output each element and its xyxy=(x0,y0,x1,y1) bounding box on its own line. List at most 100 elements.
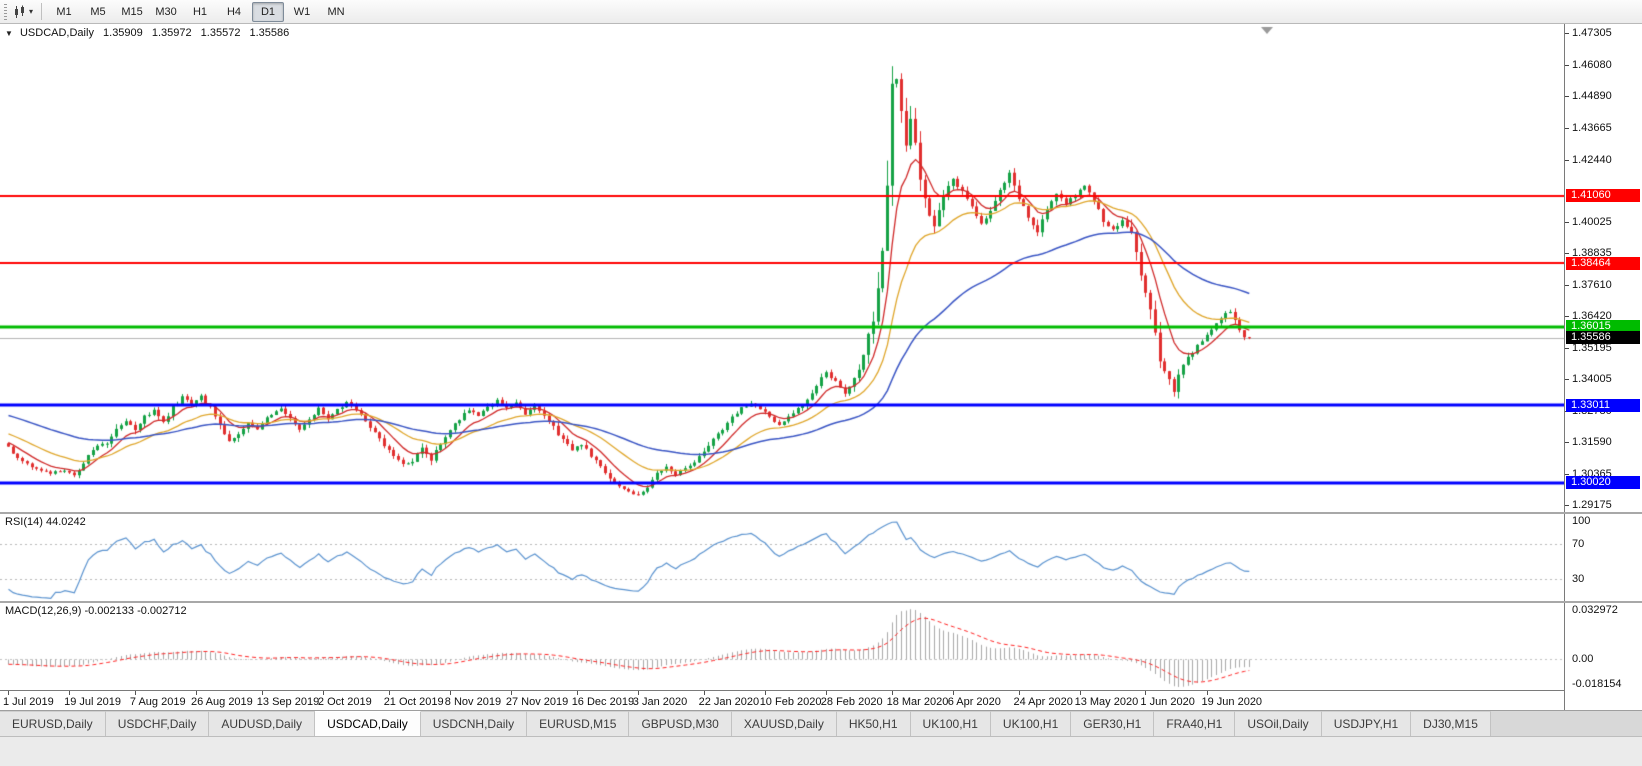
chart-tab-usoil-daily[interactable]: USOil,Daily xyxy=(1235,711,1322,736)
price-axis-label: 1.43665 xyxy=(1572,121,1612,134)
time-axis-tick xyxy=(323,691,324,695)
chart-tab-eurusd-daily[interactable]: EURUSD,Daily xyxy=(0,711,106,736)
chart-tab-dj30-m15[interactable]: DJ30,M15 xyxy=(1411,711,1491,736)
ohlc-close-value: 1.35586 xyxy=(249,27,290,39)
timeframe-button-m15[interactable]: M15 xyxy=(121,5,143,18)
price-axis-tick xyxy=(1565,285,1569,286)
time-axis-label: 28 Feb 2020 xyxy=(820,696,883,708)
chart-tab-usdchf-daily[interactable]: USDCHF,Daily xyxy=(105,711,210,736)
timeframe-button-w1[interactable]: W1 xyxy=(293,5,311,18)
price-axis-tick xyxy=(1565,253,1569,254)
price-axis[interactable]: 1.47305 1.46080 1.44890 1.43665 1.42440 1.400… xyxy=(1564,24,1642,710)
price-axis-tick xyxy=(1565,442,1569,443)
price-axis-label: 1.35195 xyxy=(1572,342,1612,355)
time-axis-label: 13 May 2020 xyxy=(1074,696,1139,708)
timeframe-button-m1[interactable]: M1 xyxy=(56,5,72,18)
time-axis-label: 26 Aug 2019 xyxy=(191,696,253,708)
time-axis-label: 8 Nov 2019 xyxy=(444,696,502,708)
price-axis-label: 1.46080 xyxy=(1572,58,1612,71)
time-axis-tick xyxy=(511,691,512,695)
chart-tab-ger30-h1[interactable]: GER30,H1 xyxy=(1071,711,1155,736)
time-axis-tick xyxy=(389,691,390,695)
rsi-axis-label: 100 xyxy=(1572,515,1591,527)
time-axis[interactable]: 1 Jul 2019 19 Jul 2019 7 Aug 2019 26 Aug 20… xyxy=(0,690,1642,710)
pane-splitter-rsi[interactable] xyxy=(0,512,1642,514)
time-axis-label: 10 Feb 2020 xyxy=(759,696,822,708)
current-price-tag: 1.35586 xyxy=(1566,331,1640,345)
time-axis-tick xyxy=(1145,691,1146,695)
pane-splitter-macd[interactable] xyxy=(0,601,1642,603)
symbol-menu-icon[interactable]: ▼ xyxy=(5,29,13,38)
price-level-tag-1-30020: 1.30020 xyxy=(1566,476,1640,490)
toolbar-drag-handle[interactable] xyxy=(4,3,7,20)
chart-tab-eurusd-m15[interactable]: EURUSD,M15 xyxy=(527,711,630,736)
price-axis-label: 1.29175 xyxy=(1572,498,1612,511)
price-axis-tick xyxy=(1565,222,1569,223)
timeframe-button-d1[interactable]: D1 xyxy=(252,1,285,22)
price-axis-label: 1.30365 xyxy=(1572,467,1612,480)
time-axis-label: 13 Sep 2019 xyxy=(256,696,320,708)
price-level-tag-1-38464: 1.38464 xyxy=(1566,256,1640,270)
time-axis-tick xyxy=(1019,691,1020,695)
chart-tab-hk50-h1[interactable]: HK50,H1 xyxy=(836,711,911,736)
time-axis-label: 1 Jun 2020 xyxy=(1140,696,1195,708)
price-axis-tick xyxy=(1565,96,1569,97)
macd-canvas[interactable] xyxy=(0,603,1564,690)
macd-label: MACD(12,26,9) -0.002133 -0.002712 xyxy=(5,605,187,617)
time-axis-label: 3 Jan 2020 xyxy=(632,696,688,708)
chart-tab-uk100-h1[interactable]: UK100,H1 xyxy=(910,711,991,736)
macd-axis-label: -0.018154 xyxy=(1572,678,1622,690)
time-axis-label: 1 Jul 2019 xyxy=(3,696,54,708)
time-axis-tick xyxy=(8,691,9,695)
time-axis-tick xyxy=(135,691,136,695)
rsi-canvas[interactable] xyxy=(0,514,1564,601)
timeframe-button-h4[interactable]: H4 xyxy=(226,5,242,18)
time-axis-label: 22 Jan 2020 xyxy=(698,696,760,708)
chart-tab-gbpusd-m30[interactable]: GBPUSD,M30 xyxy=(629,711,732,736)
timeframe-button-m5[interactable]: M5 xyxy=(90,5,106,18)
macd-axis-label: 0.00 xyxy=(1572,652,1594,665)
rsi-axis-label: 30 xyxy=(1572,573,1585,586)
time-axis-tick xyxy=(69,691,70,695)
macd-axis-label: 0.032972 xyxy=(1572,604,1618,616)
time-axis-tick xyxy=(953,691,954,695)
chart-tab-usdjpy-h1[interactable]: USDJPY,H1 xyxy=(1321,711,1412,736)
timeframe-button-h1[interactable]: H1 xyxy=(192,5,208,18)
time-axis-tick xyxy=(1207,691,1208,695)
price-axis-label: 1.40025 xyxy=(1572,216,1612,229)
time-axis-tick xyxy=(704,691,705,695)
price-axis-tick xyxy=(1565,160,1569,161)
price-pane: ▼ USDCAD,Daily 1.35909 1.35972 1.35572 1… xyxy=(0,24,1564,512)
chart-tab-usdcnh-daily[interactable]: USDCNH,Daily xyxy=(420,711,528,736)
candlestick-chart-icon[interactable] xyxy=(12,4,28,20)
chart-tab-fra40-h1[interactable]: FRA40,H1 xyxy=(1154,711,1236,736)
price-axis-label: 1.37610 xyxy=(1572,279,1612,292)
main-chart-canvas[interactable] xyxy=(0,24,1564,512)
price-level-tag-1-41060: 1.41060 xyxy=(1566,189,1640,203)
timeframe-button-m30[interactable]: M30 xyxy=(155,5,177,18)
price-axis-tick xyxy=(1565,65,1569,66)
ohlc-open-value: 1.35909 xyxy=(103,27,143,39)
rsi-pane: RSI(14) 44.0242 xyxy=(0,514,1564,601)
time-axis-label: 18 Mar 2020 xyxy=(886,696,949,708)
time-axis-label: 6 Apr 2020 xyxy=(947,696,1001,708)
time-axis-tick xyxy=(638,691,639,695)
price-axis-label: 1.38835 xyxy=(1572,247,1612,260)
price-axis-tick xyxy=(1565,33,1569,34)
chart-tab-uk100-h1[interactable]: UK100,H1 xyxy=(990,711,1072,736)
price-axis-label: 1.44890 xyxy=(1572,89,1612,102)
time-axis-tick xyxy=(196,691,197,695)
time-axis-tick xyxy=(450,691,451,695)
price-level-tag-1-33011: 1.33011 xyxy=(1566,398,1640,412)
dropdown-caret-icon[interactable]: ▾ xyxy=(29,7,34,16)
chart-tab-usdcad-daily[interactable]: USDCAD,Daily xyxy=(315,711,421,736)
chart-tab-xauusd-daily[interactable]: XAUUSD,Daily xyxy=(731,711,837,736)
status-strip xyxy=(0,736,1642,766)
timeframe-button-mn[interactable]: MN xyxy=(327,5,345,18)
time-axis-label: 24 Apr 2020 xyxy=(1013,696,1073,708)
rsi-label: RSI(14) 44.0242 xyxy=(5,516,86,528)
chart-tab-audusd-daily[interactable]: AUDUSD,Daily xyxy=(209,711,316,736)
price-axis-tick xyxy=(1565,474,1569,475)
price-axis-tick xyxy=(1565,505,1569,506)
